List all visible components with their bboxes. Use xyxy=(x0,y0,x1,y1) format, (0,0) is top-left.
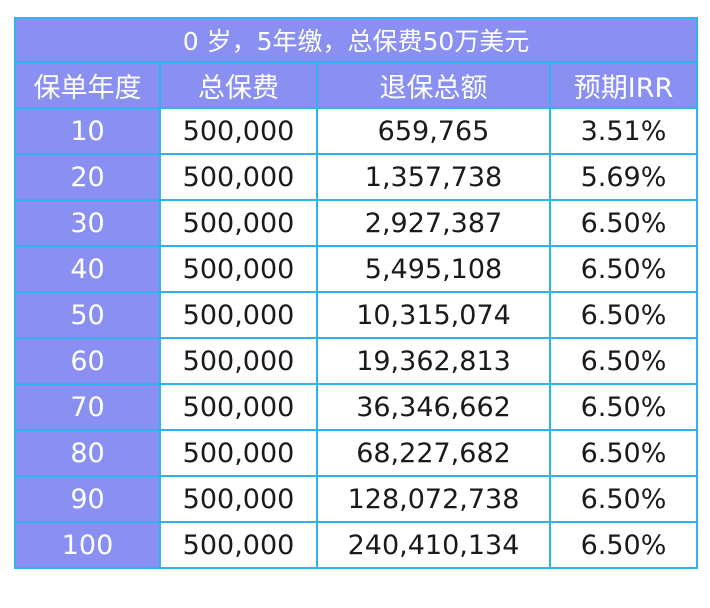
table-title: 0 岁，5年缴，总保费50万美元 xyxy=(13,17,699,63)
total-premium-cell: 500,000 xyxy=(159,475,318,523)
surrender-value-cell: 68,227,682 xyxy=(316,429,551,477)
total-premium-cell: 500,000 xyxy=(159,153,318,201)
total-premium-cell: 500,000 xyxy=(159,337,318,385)
table-row: 100 500,000 240,410,134 6.50% xyxy=(14,521,699,569)
surrender-value-cell: 1,357,738 xyxy=(316,153,551,201)
table-row: 20 500,000 1,357,738 5.69% xyxy=(14,153,699,201)
table-row: 80 500,000 68,227,682 6.50% xyxy=(14,429,699,477)
policy-year-cell: 40 xyxy=(14,245,161,293)
irr-cell: 6.50% xyxy=(548,199,699,247)
surrender-value-cell: 10,315,074 xyxy=(316,291,551,339)
surrender-value-cell: 19,362,813 xyxy=(316,337,551,385)
total-premium-cell: 500,000 xyxy=(159,107,318,155)
irr-cell: 3.51% xyxy=(548,107,699,155)
surrender-value-cell: 659,765 xyxy=(316,107,551,155)
irr-cell: 6.50% xyxy=(548,291,699,339)
surrender-value-cell: 128,072,738 xyxy=(316,475,551,523)
column-header-surrender-value: 退保总额 xyxy=(316,61,551,109)
total-premium-cell: 500,000 xyxy=(159,383,318,431)
policy-year-cell: 80 xyxy=(14,429,161,477)
total-premium-cell: 500,000 xyxy=(159,429,318,477)
irr-cell: 6.50% xyxy=(548,475,699,523)
surrender-value-cell: 36,346,662 xyxy=(316,383,551,431)
surrender-value-cell: 5,495,108 xyxy=(316,245,551,293)
policy-year-cell: 50 xyxy=(14,291,161,339)
total-premium-cell: 500,000 xyxy=(159,245,318,293)
column-header-total-premium: 总保费 xyxy=(159,61,318,109)
table-title-row: 0 岁，5年缴，总保费50万美元 xyxy=(13,17,699,63)
table-row: 50 500,000 10,315,074 6.50% xyxy=(14,291,699,339)
irr-cell: 6.50% xyxy=(548,245,699,293)
policy-year-cell: 100 xyxy=(14,521,161,569)
policy-year-cell: 20 xyxy=(14,153,161,201)
column-header-expected-irr: 预期IRR xyxy=(548,61,699,109)
surrender-value-cell: 240,410,134 xyxy=(316,521,551,569)
policy-value-table: 0 岁，5年缴，总保费50万美元 保单年度 总保费 退保总额 预期IRR 10 … xyxy=(13,17,699,569)
irr-cell: 5.69% xyxy=(548,153,699,201)
total-premium-cell: 500,000 xyxy=(159,521,318,569)
policy-year-cell: 10 xyxy=(14,107,161,155)
table-row: 10 500,000 659,765 3.51% xyxy=(14,107,699,155)
total-premium-cell: 500,000 xyxy=(159,291,318,339)
irr-cell: 6.50% xyxy=(548,337,699,385)
policy-year-cell: 30 xyxy=(14,199,161,247)
table-row: 30 500,000 2,927,387 6.50% xyxy=(14,199,699,247)
column-header-policy-year: 保单年度 xyxy=(14,61,161,109)
table-row: 40 500,000 5,495,108 6.50% xyxy=(14,245,699,293)
policy-year-cell: 70 xyxy=(14,383,161,431)
irr-cell: 6.50% xyxy=(548,521,699,569)
table-header-row: 保单年度 总保费 退保总额 预期IRR xyxy=(14,61,699,109)
policy-year-cell: 60 xyxy=(14,337,161,385)
surrender-value-cell: 2,927,387 xyxy=(316,199,551,247)
table-row: 90 500,000 128,072,738 6.50% xyxy=(14,475,699,523)
policy-year-cell: 90 xyxy=(14,475,161,523)
table-row: 60 500,000 19,362,813 6.50% xyxy=(14,337,699,385)
table-row: 70 500,000 36,346,662 6.50% xyxy=(14,383,699,431)
irr-cell: 6.50% xyxy=(548,429,699,477)
total-premium-cell: 500,000 xyxy=(159,199,318,247)
irr-cell: 6.50% xyxy=(548,383,699,431)
